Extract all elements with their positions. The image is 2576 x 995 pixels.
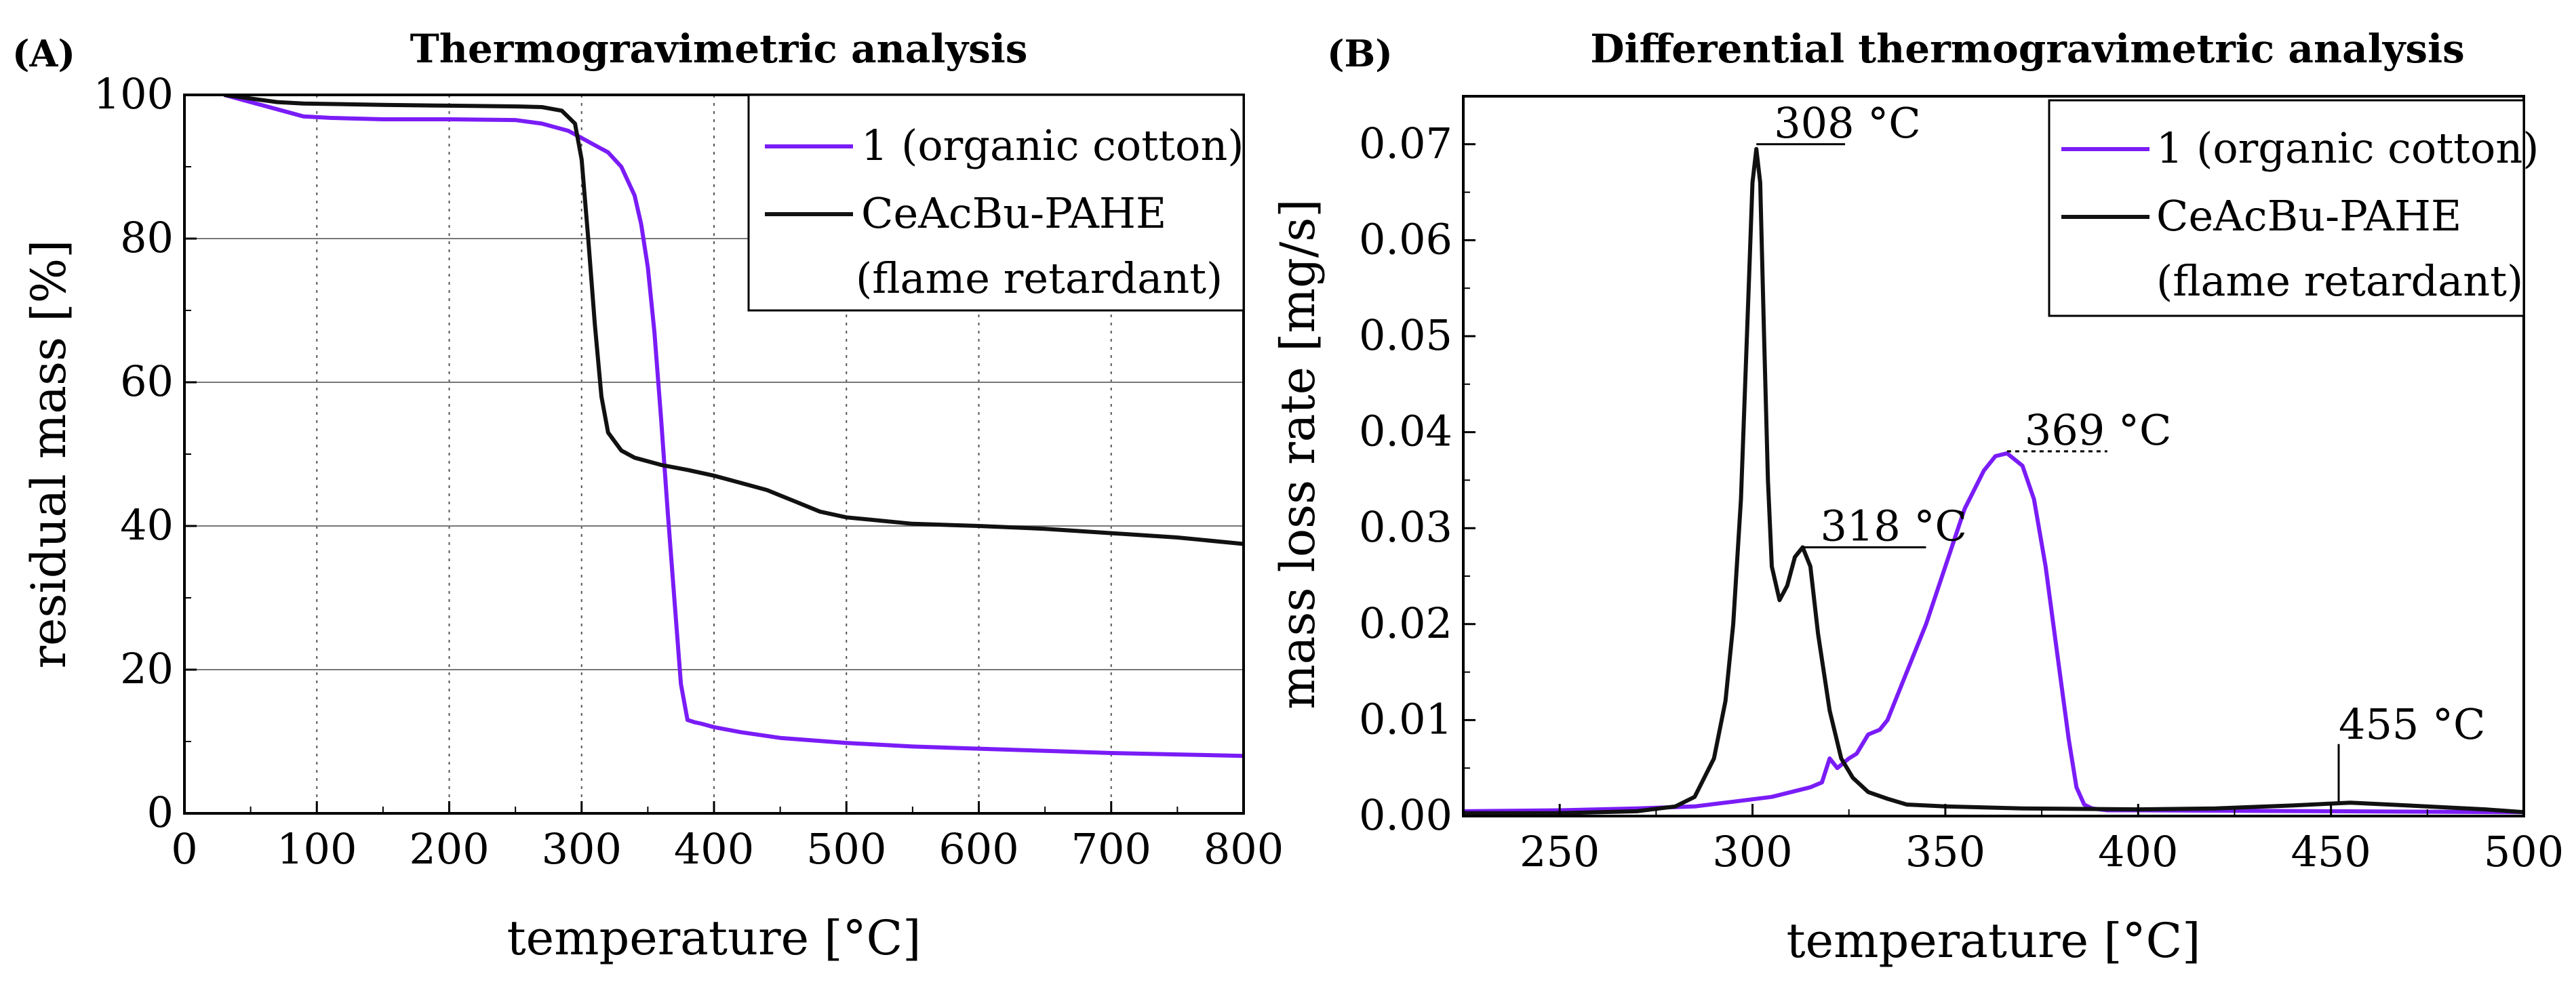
dtg-y-ticks: 0.00 0.01 0.02 0.03 0.04 0.05 0.06 0.07	[1359, 119, 1475, 840]
y-tick-label: 80	[120, 213, 174, 262]
series-line-organic-cotton	[1463, 451, 2524, 815]
y-tick-label: 0	[147, 788, 174, 837]
x-tick-label: 700	[1071, 824, 1151, 874]
tga-series	[223, 95, 1244, 758]
series-line-ceacbu-pahe	[1463, 146, 2524, 815]
x-tick-label: 400	[2098, 827, 2178, 876]
tga-y-ticks: 0 20 40 60 80 100	[94, 69, 197, 837]
tga-x-ticks: 0 100 200 300 400 500 600 700 800	[171, 801, 1284, 874]
dtg-y-axis-label: mass loss rate [mg/s]	[1270, 199, 1326, 709]
dtg-plot-frame	[1462, 95, 2525, 817]
y-tick-label: 0.05	[1359, 310, 1452, 360]
y-tick-label: 0.02	[1359, 598, 1452, 648]
y-tick-label: 0.06	[1359, 214, 1452, 264]
x-tick-label: 250	[1520, 827, 1600, 876]
dtg-legend-label-cotton: 1 (organic cotton)	[2156, 123, 2539, 173]
y-tick-label: 20	[120, 644, 174, 693]
y-tick-label: 100	[94, 69, 174, 119]
tga-legend: 1 (organic cotton) CeAcBu-PAHE (flame re…	[747, 94, 1245, 312]
x-tick-label: 300	[1712, 827, 1792, 876]
dtg-series	[1463, 146, 2524, 815]
panel-label-b: (B)	[1327, 32, 1393, 75]
x-tick-label: 400	[674, 824, 754, 874]
x-tick-label: 100	[277, 824, 357, 874]
panel-label-a: (A)	[12, 32, 75, 75]
series-line-organic-cotton	[223, 95, 1244, 758]
x-tick-label: 200	[409, 824, 489, 874]
dtg-x-axis-label: temperature [°C]	[1787, 913, 2201, 969]
y-tick-label: 60	[120, 357, 174, 406]
dtg-legend-label-ceacbu-note: (flame retardant)	[2156, 256, 2523, 306]
tga-title: Thermogravimetric analysis	[410, 26, 1028, 72]
x-tick-label: 500	[806, 824, 886, 874]
tga-legend-label-ceacbu-note: (flame retardant)	[856, 253, 1223, 303]
x-tick-label: 300	[542, 824, 622, 874]
dtg-title: Differential thermogravimetric analysis	[1590, 26, 2465, 72]
x-tick-label: 350	[1905, 827, 1985, 876]
y-tick-label: 0.07	[1359, 119, 1452, 168]
annotation-label: 308 °C	[1774, 98, 1921, 148]
x-tick-label: 600	[938, 824, 1018, 874]
tga-chart: (A) Thermogravimetric analysis 0 100 200 30…	[12, 26, 1284, 966]
series-line-ceacbu-pahe	[224, 95, 1244, 546]
y-tick-label: 40	[120, 500, 174, 550]
dtg-annotations: 308 °C 318 °C 369 °C 455 °C	[1756, 98, 2486, 802]
y-tick-label: 0.03	[1359, 502, 1452, 552]
y-tick-label: 0.04	[1359, 407, 1452, 456]
dtg-legend-label-ceacbu: CeAcBu-PAHE	[2156, 191, 2461, 241]
tga-legend-box	[747, 94, 1245, 312]
x-tick-label: 500	[2484, 827, 2564, 876]
annotation-label: 318 °C	[1820, 502, 1967, 551]
x-tick-label: 800	[1204, 824, 1284, 874]
tga-y-axis-label: residual mass [%]	[21, 240, 77, 669]
x-tick-label: 0	[171, 824, 197, 874]
dtg-chart: (B) Differential thermogravimetric analy…	[1270, 26, 2564, 969]
x-tick-label: 450	[2291, 827, 2371, 876]
dtg-legend: 1 (organic cotton) CeAcBu-PAHE (flame re…	[2048, 99, 2539, 317]
y-tick-label: 0.00	[1359, 790, 1452, 840]
tga-x-axis-label: temperature [°C]	[507, 910, 922, 966]
tga-legend-label-ceacbu: CeAcBu-PAHE	[861, 188, 1166, 238]
dtg-legend-box	[2048, 99, 2525, 317]
tga-legend-label-cotton: 1 (organic cotton)	[861, 121, 1244, 170]
annotation-label: 369 °C	[2025, 405, 2172, 455]
annotation-label: 455 °C	[2339, 699, 2486, 749]
y-tick-label: 0.01	[1359, 694, 1452, 744]
dtg-x-ticks: 250 300 350 400 450 500	[1520, 804, 2564, 876]
